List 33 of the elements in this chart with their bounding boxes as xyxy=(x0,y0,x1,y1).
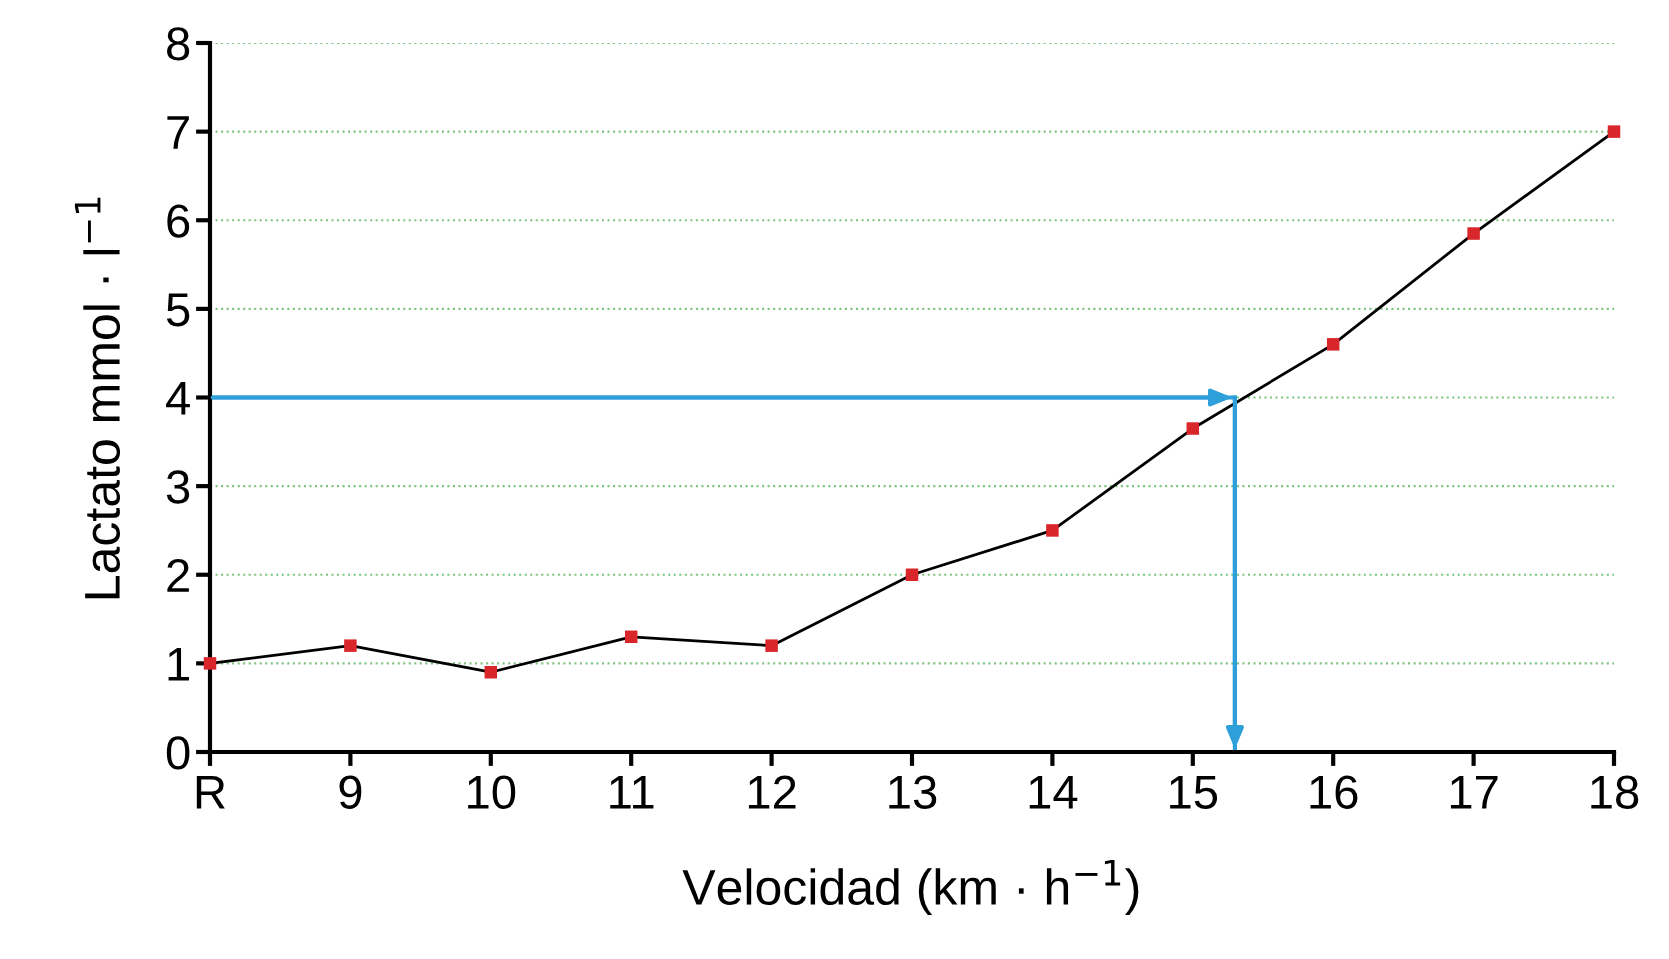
y-tick-label: 5 xyxy=(166,293,190,327)
x-axis-title: Velocidad (km · h$^{−1}$) xyxy=(682,859,1139,915)
point xyxy=(624,630,638,644)
y-tick-label: 0 xyxy=(166,736,190,770)
point xyxy=(905,568,919,581)
point xyxy=(484,665,498,679)
x-tick-label: 15 xyxy=(1170,775,1218,809)
x-tick-label: 14 xyxy=(1029,775,1078,809)
x-tick-label: 17 xyxy=(1450,775,1498,809)
x-tick-label: 11 xyxy=(610,775,654,809)
point xyxy=(344,639,357,652)
y-tick-label: 8 xyxy=(167,27,190,61)
point xyxy=(1607,125,1621,138)
point xyxy=(1186,422,1200,435)
y-tick-label: 3 xyxy=(166,470,190,504)
x-tick-label: R xyxy=(196,775,225,809)
point xyxy=(765,639,778,652)
x-tick-label: 13 xyxy=(889,775,937,809)
y-tick-label: 7 xyxy=(167,116,189,149)
point xyxy=(1467,227,1480,240)
point xyxy=(203,657,217,670)
y-tick-label: 4 xyxy=(166,382,190,415)
x-tick-label: 16 xyxy=(1310,775,1358,809)
x-tick-label: 10 xyxy=(468,775,516,809)
x-tick-label: 12 xyxy=(748,775,796,809)
point xyxy=(1046,524,1059,537)
y-tick-label: 1 xyxy=(168,648,189,681)
x-tick-label: 9 xyxy=(339,775,362,809)
y-tick-label: 2 xyxy=(167,558,189,592)
x-tick-label: 18 xyxy=(1591,775,1639,809)
y-tick-label: 6 xyxy=(167,204,190,238)
y-axis-title: Lactato mmol · l$^{−1}$ xyxy=(74,197,121,599)
point xyxy=(1326,338,1340,351)
